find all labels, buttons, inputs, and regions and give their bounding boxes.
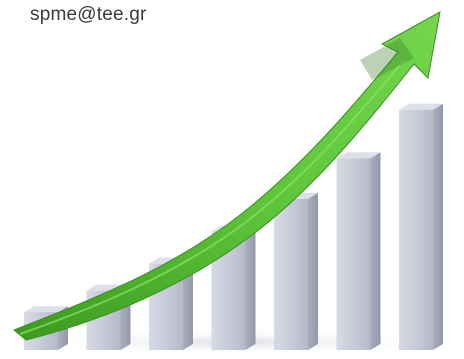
bar-7: [399, 103, 443, 350]
growth-arrow: [13, 11, 441, 341]
bars-group: [24, 103, 443, 350]
bar-5: [274, 192, 318, 350]
email-caption: spme@tee.gr: [30, 4, 147, 25]
bar-6: [336, 152, 381, 350]
